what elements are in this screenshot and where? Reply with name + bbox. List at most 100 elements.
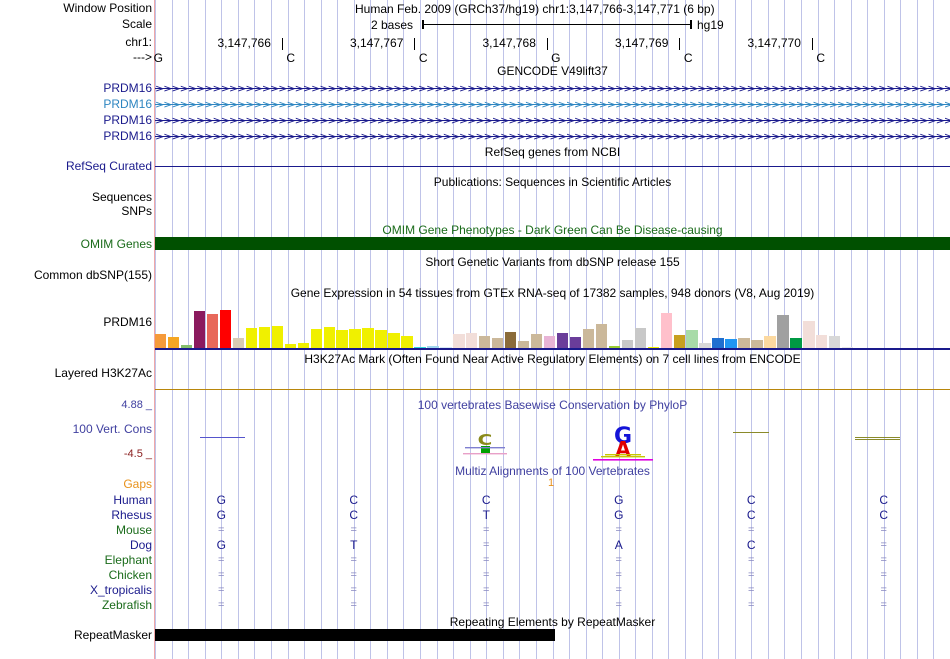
gencode-gene-label[interactable]: PRDM16 — [103, 129, 152, 143]
gtex-tissue-bar[interactable] — [569, 337, 582, 348]
gtex-tissue-bar[interactable] — [271, 326, 284, 348]
gtex-tissue-bar[interactable] — [427, 345, 439, 348]
gtex-tissue-bar[interactable] — [297, 342, 309, 348]
gtex-tissue-bar[interactable] — [336, 330, 348, 348]
gencode-transcript-row[interactable]: PRDM16 >>>>>>>>>>>>>>>>>>>>>>>>>>>>>>>>>>… — [0, 114, 950, 127]
gtex-tissue-bar[interactable] — [453, 333, 465, 348]
gtex-tissue-bar[interactable] — [155, 333, 167, 348]
species-label[interactable]: Zebrafish — [101, 598, 152, 612]
gtex-tissue-bar[interactable] — [699, 342, 711, 348]
gtex-tissue-bar[interactable] — [543, 335, 556, 348]
repeat-element-bar[interactable] — [155, 629, 555, 641]
refseq-curated-label[interactable]: RefSeq Curated — [65, 159, 152, 173]
gtex-tissue-bar[interactable] — [842, 346, 854, 348]
repeatmasker-title[interactable]: Repeating Elements by RepeatMasker — [449, 615, 656, 629]
h3k27ac-title[interactable]: H3K27Ac Mark (Often Found Near Active Re… — [304, 352, 801, 366]
gtex-tissue-bar[interactable] — [764, 335, 776, 348]
species-label[interactable]: Dog — [129, 538, 152, 552]
gtex-tissue-bar[interactable] — [388, 332, 400, 348]
gencode-transcript-row[interactable]: PRDM16 >>>>>>>>>>>>>>>>>>>>>>>>>>>>>>>>>>… — [0, 98, 950, 111]
conservation-plot[interactable]: C G A — [155, 400, 950, 461]
gtex-tissue-bar[interactable] — [362, 328, 374, 348]
gtex-tissue-bar[interactable] — [790, 338, 802, 348]
assembly-position-title[interactable]: Human Feb. 2009 (GRCh37/hg19) chr1:3,147… — [355, 2, 715, 16]
gencode-transcript-arrows[interactable]: >>>>>>>>>>>>>>>>>>>>>>>>>>>>>>>>>>>>>>>>… — [155, 114, 950, 127]
species-label[interactable]: Mouse — [115, 523, 152, 537]
gtex-tissue-bar[interactable] — [323, 327, 335, 348]
gtex-tissue-bar[interactable] — [401, 335, 413, 348]
omim-genes-label[interactable]: OMIM Genes — [80, 237, 152, 251]
gtex-tissue-bar[interactable] — [621, 340, 634, 348]
gtex-title[interactable]: Gene Expression in 54 tissues from GTEx … — [290, 286, 815, 300]
gtex-tissue-bar[interactable] — [479, 335, 491, 348]
gtex-tissue-bar[interactable] — [556, 332, 569, 348]
gtex-tissue-bar[interactable] — [258, 327, 271, 348]
gtex-tissue-bar[interactable] — [816, 334, 828, 348]
gtex-tissue-bar[interactable] — [647, 346, 659, 348]
gtex-tissue-bar[interactable] — [414, 346, 426, 348]
layered-h3k27ac-label[interactable]: Layered H3K27Ac — [54, 366, 152, 380]
gencode-gene-label[interactable]: PRDM16 — [103, 97, 152, 111]
gtex-tissue-bar[interactable] — [492, 338, 504, 348]
gtex-tissue-bar[interactable] — [777, 315, 789, 348]
species-label[interactable]: Chicken — [108, 568, 152, 582]
species-label[interactable]: Rhesus — [111, 508, 152, 522]
gtex-tissue-bar[interactable] — [530, 333, 543, 348]
gencode-gene-label[interactable]: PRDM16 — [103, 113, 152, 127]
gtex-tissue-bar[interactable] — [725, 339, 737, 348]
gencode-gene-label[interactable]: PRDM16 — [103, 81, 152, 95]
gencode-transcript-arrows[interactable]: >>>>>>>>>>>>>>>>>>>>>>>>>>>>>>>>>>>>>>>>… — [155, 98, 950, 111]
gtex-tissue-bar[interactable] — [219, 309, 232, 348]
gtex-tissue-bar[interactable] — [180, 344, 193, 348]
gtex-tissue-bar[interactable] — [582, 329, 595, 348]
gencode-transcript-row[interactable]: PRDM16 >>>>>>>>>>>>>>>>>>>>>>>>>>>>>>>>>>… — [0, 130, 950, 143]
conservation-title[interactable]: 100 vertebrates Basewise Conservation by… — [417, 398, 688, 412]
gtex-tissue-bar[interactable] — [310, 329, 322, 348]
species-label[interactable]: Elephant — [104, 553, 152, 567]
gtex-tissue-bar[interactable] — [738, 338, 750, 348]
sequences-label[interactable]: Sequences — [91, 190, 152, 204]
gtex-tissue-bar[interactable] — [440, 347, 452, 348]
gtex-tissue-bar[interactable] — [712, 338, 724, 348]
species-label[interactable]: X_tropicalis — [89, 583, 152, 597]
common-dbsnp-label[interactable]: Common dbSNP(155) — [33, 268, 152, 282]
refseq-gene-line[interactable] — [155, 166, 950, 167]
gtex-tissue-bar[interactable] — [349, 329, 361, 348]
gtex-tissue-bar[interactable] — [595, 323, 608, 348]
omim-gene-bar[interactable] — [155, 237, 950, 250]
gtex-tissue-bar[interactable] — [686, 330, 698, 348]
gtex-tissue-bar[interactable] — [751, 340, 763, 348]
gtex-tissue-bar[interactable] — [206, 313, 219, 348]
gtex-tissue-bar[interactable] — [829, 335, 841, 348]
gtex-tissue-bar[interactable] — [505, 331, 517, 348]
gencode-transcript-arrows[interactable]: >>>>>>>>>>>>>>>>>>>>>>>>>>>>>>>>>>>>>>>>… — [155, 130, 950, 143]
dbsnp-title[interactable]: Short Genetic Variants from dbSNP releas… — [425, 255, 680, 269]
gencode-transcript-row[interactable]: PRDM16 >>>>>>>>>>>>>>>>>>>>>>>>>>>>>>>>>>… — [0, 82, 950, 95]
gtex-tissue-bar[interactable] — [245, 328, 258, 348]
gtex-tissue-bar[interactable] — [608, 345, 621, 348]
repeatmasker-label[interactable]: RepeatMasker — [73, 628, 152, 642]
gtex-expression-barchart[interactable] — [155, 302, 950, 350]
gencode-title[interactable]: GENCODE V49lift37 — [497, 64, 608, 78]
gtex-tissue-bar[interactable] — [634, 328, 646, 348]
refseq-title[interactable]: RefSeq genes from NCBI — [484, 145, 621, 159]
snps-label[interactable]: SNPs — [121, 204, 152, 218]
gtex-tissue-bar[interactable] — [232, 338, 245, 348]
gtex-tissue-bar[interactable] — [673, 334, 685, 348]
conservation-track-label[interactable]: 100 Vert. Cons — [72, 422, 152, 436]
gtex-tissue-bar[interactable] — [466, 332, 478, 348]
species-label[interactable]: Human — [113, 493, 152, 507]
omim-title[interactable]: OMIM Gene Phenotypes - Dark Green Can Be… — [382, 223, 723, 237]
gtex-tissue-bar[interactable] — [660, 312, 672, 348]
gencode-transcript-arrows[interactable]: >>>>>>>>>>>>>>>>>>>>>>>>>>>>>>>>>>>>>>>>… — [155, 82, 950, 95]
gtex-tissue-bar[interactable] — [284, 343, 296, 348]
gtex-gene-label[interactable]: PRDM16 — [103, 315, 152, 329]
publications-title[interactable]: Publications: Sequences in Scientific Ar… — [433, 175, 672, 189]
gaps-label[interactable]: Gaps — [123, 477, 152, 491]
gtex-tissue-bar[interactable] — [803, 320, 815, 348]
gtex-tissue-bar[interactable] — [375, 330, 387, 348]
gtex-tissue-bar[interactable] — [193, 310, 206, 348]
gtex-tissue-bar[interactable] — [517, 341, 530, 348]
gtex-tissue-bar[interactable] — [167, 337, 180, 348]
